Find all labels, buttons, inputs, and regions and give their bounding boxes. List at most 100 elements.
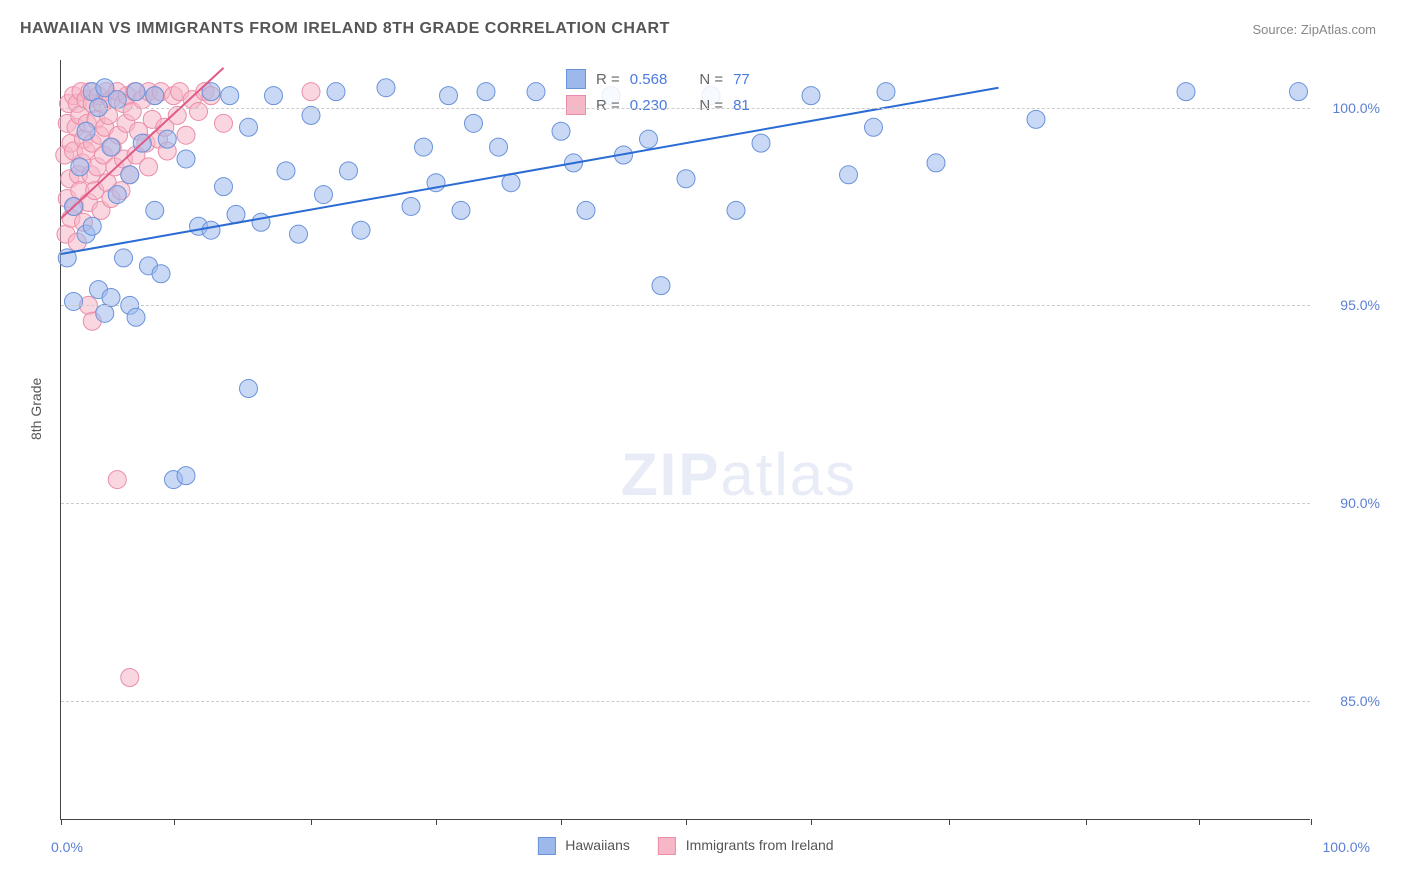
- x-tick: [1311, 819, 1312, 825]
- correlation-box: R = 0.568 N = 77 R = 0.230 N = 81: [561, 66, 755, 118]
- data-point: [240, 118, 258, 136]
- data-point: [415, 138, 433, 156]
- x-tick: [311, 819, 312, 825]
- data-point: [177, 467, 195, 485]
- x-tick-label: 100.0%: [1323, 839, 1370, 855]
- data-point: [677, 170, 695, 188]
- data-point: [65, 292, 83, 310]
- x-tick: [1086, 819, 1087, 825]
- data-point: [102, 289, 120, 307]
- chart-area: ZIPatlas R = 0.568 N = 77 R = 0.230 N = …: [60, 60, 1310, 820]
- x-tick: [436, 819, 437, 825]
- legend: Hawaiians Immigrants from Ireland: [537, 837, 833, 855]
- legend-item-1: Hawaiians: [537, 837, 629, 855]
- y-tick-label: 85.0%: [1320, 693, 1380, 709]
- grid-line: [61, 108, 1310, 109]
- data-point: [108, 186, 126, 204]
- x-tick: [949, 819, 950, 825]
- data-point: [177, 126, 195, 144]
- data-point: [877, 83, 895, 101]
- data-point: [465, 114, 483, 132]
- data-point: [752, 134, 770, 152]
- data-point: [108, 471, 126, 489]
- data-point: [552, 122, 570, 140]
- data-point: [1027, 110, 1045, 128]
- data-point: [440, 87, 458, 105]
- grid-line: [61, 305, 1310, 306]
- data-point: [127, 308, 145, 326]
- data-point: [115, 249, 133, 267]
- data-point: [265, 87, 283, 105]
- x-tick: [811, 819, 812, 825]
- data-point: [865, 118, 883, 136]
- data-point: [927, 154, 945, 172]
- data-point: [121, 669, 139, 687]
- corr-r-label-2: R =: [596, 97, 620, 114]
- data-point: [227, 205, 245, 223]
- data-point: [140, 158, 158, 176]
- grid-line: [61, 701, 1310, 702]
- legend-swatch-1: [537, 837, 555, 855]
- corr-r-label-1: R =: [596, 71, 620, 88]
- source-label: Source: ZipAtlas.com: [1252, 22, 1376, 37]
- data-point: [121, 166, 139, 184]
- correlation-row-2: R = 0.230 N = 81: [561, 92, 755, 118]
- legend-label-2: Immigrants from Ireland: [686, 837, 834, 853]
- data-point: [802, 87, 820, 105]
- data-point: [340, 162, 358, 180]
- data-point: [215, 114, 233, 132]
- data-point: [302, 83, 320, 101]
- data-point: [402, 197, 420, 215]
- data-point: [177, 150, 195, 168]
- data-point: [215, 178, 233, 196]
- corr-swatch-1: [566, 69, 586, 89]
- data-point: [96, 304, 114, 322]
- data-point: [221, 87, 239, 105]
- y-tick-label: 90.0%: [1320, 495, 1380, 511]
- corr-swatch-2: [566, 95, 586, 115]
- legend-item-2: Immigrants from Ireland: [658, 837, 834, 855]
- data-point: [146, 87, 164, 105]
- corr-n-label-1: N =: [699, 71, 723, 88]
- data-point: [490, 138, 508, 156]
- data-point: [152, 265, 170, 283]
- legend-swatch-2: [658, 837, 676, 855]
- data-point: [840, 166, 858, 184]
- chart-title: HAWAIIAN VS IMMIGRANTS FROM IRELAND 8TH …: [20, 20, 670, 38]
- data-point: [290, 225, 308, 243]
- scatter-plot: [61, 60, 1310, 819]
- data-point: [71, 158, 89, 176]
- data-point: [452, 201, 470, 219]
- data-point: [1177, 83, 1195, 101]
- data-point: [146, 201, 164, 219]
- data-point: [327, 83, 345, 101]
- corr-r-value-1: 0.568: [630, 71, 668, 88]
- y-axis-label: 8th Grade: [28, 378, 44, 440]
- data-point: [252, 213, 270, 231]
- data-point: [315, 186, 333, 204]
- data-point: [202, 221, 220, 239]
- data-point: [1290, 83, 1308, 101]
- corr-r-value-2: 0.230: [630, 97, 668, 114]
- y-tick-label: 100.0%: [1320, 100, 1380, 116]
- data-point: [277, 162, 295, 180]
- data-point: [302, 106, 320, 124]
- corr-n-label-2: N =: [699, 97, 723, 114]
- data-point: [190, 102, 208, 120]
- legend-label-1: Hawaiians: [565, 837, 630, 853]
- x-tick: [61, 819, 62, 825]
- y-tick-label: 95.0%: [1320, 297, 1380, 313]
- data-point: [502, 174, 520, 192]
- data-point: [240, 380, 258, 398]
- data-point: [577, 201, 595, 219]
- corr-n-value-2: 81: [733, 97, 750, 114]
- data-point: [83, 217, 101, 235]
- data-point: [127, 83, 145, 101]
- x-tick: [686, 819, 687, 825]
- data-point: [652, 277, 670, 295]
- corr-n-value-1: 77: [733, 71, 750, 88]
- data-point: [640, 130, 658, 148]
- data-point: [727, 201, 745, 219]
- data-point: [108, 91, 126, 109]
- x-tick: [561, 819, 562, 825]
